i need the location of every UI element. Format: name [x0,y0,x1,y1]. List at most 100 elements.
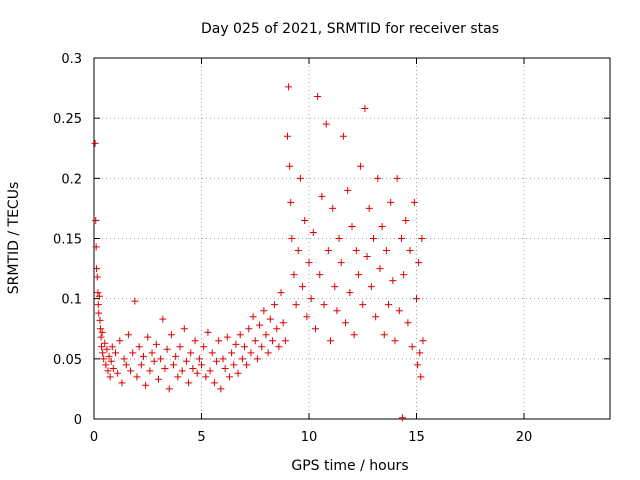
data-point [101,339,109,347]
data-point [418,235,426,242]
data-point [387,198,395,206]
data-point [402,216,410,224]
data-point [253,355,261,363]
data-point [180,325,188,333]
data-point [170,361,178,369]
data-point [122,361,130,369]
data-point [193,369,201,377]
data-point [357,162,365,170]
data-point [114,369,122,377]
data-point [309,228,317,236]
data-point [129,349,137,357]
data-point [399,414,407,422]
data-point [320,301,328,309]
data-point [348,222,356,230]
data-point [105,352,113,360]
data-point [172,352,180,360]
data-point [249,313,257,321]
data-point [174,373,182,381]
data-point [329,204,337,212]
data-point [400,271,408,279]
data-point [215,337,223,345]
data-point [372,313,380,321]
data-point [281,337,289,345]
data-point [359,301,367,309]
data-point [109,364,117,372]
data-point [182,357,190,365]
data-point [294,247,302,255]
data-point [230,361,238,369]
data-point [327,337,334,345]
data-point [104,367,112,375]
data-point [206,367,214,375]
data-point [378,222,386,230]
data-point [189,364,197,372]
data-point [311,325,319,333]
data-point [391,337,399,345]
data-point [94,289,102,297]
data-point [232,340,240,348]
data-point [264,349,272,357]
data-point [100,355,108,363]
data-point [380,331,388,339]
data-point [99,349,107,357]
data-point [337,259,345,267]
data-point [217,385,225,393]
marker-layer [91,83,427,422]
data-point [268,337,276,345]
data-point [93,265,101,273]
data-point [219,355,227,363]
data-point [118,379,126,387]
data-point [93,273,101,281]
data-point [287,198,295,206]
data-point [92,216,100,224]
data-point [120,355,128,363]
data-point [167,331,175,339]
y-tick-label: 0.3 [61,52,82,67]
data-point [157,355,165,363]
y-tick-label: 0.1 [61,293,82,308]
x-tick-label: 5 [197,430,205,445]
data-point [365,204,373,212]
data-point [256,321,264,329]
data-point [318,192,326,200]
data-point [307,295,315,303]
y-tick-label: 0.2 [61,172,82,187]
data-point [410,198,418,206]
data-point [397,235,405,242]
data-point [228,349,236,357]
data-point [419,337,427,345]
data-point [275,343,283,351]
data-point [260,307,268,315]
data-point [124,331,132,339]
data-point [202,373,210,381]
data-point [350,331,358,339]
data-point [389,277,397,285]
data-point [339,132,347,140]
data-point [176,343,184,351]
data-point [146,367,154,375]
data-point [208,349,216,357]
data-point [241,343,248,351]
data-point [393,174,401,182]
data-point [92,243,100,251]
data-point [262,331,270,339]
data-point [354,271,362,279]
data-point [243,361,251,369]
data-point [185,379,193,387]
data-point [163,345,171,353]
data-point [108,343,116,351]
data-point [333,307,341,315]
data-point [266,315,274,323]
data-point [299,283,307,291]
data-point [331,283,339,291]
data-point [144,333,152,341]
data-point [236,331,244,339]
data-point [346,289,354,297]
data-point [363,253,371,261]
data-point [116,337,124,345]
data-point [417,373,425,381]
x-tick-label: 20 [516,430,533,445]
data-point [370,235,377,242]
data-point [159,315,167,323]
